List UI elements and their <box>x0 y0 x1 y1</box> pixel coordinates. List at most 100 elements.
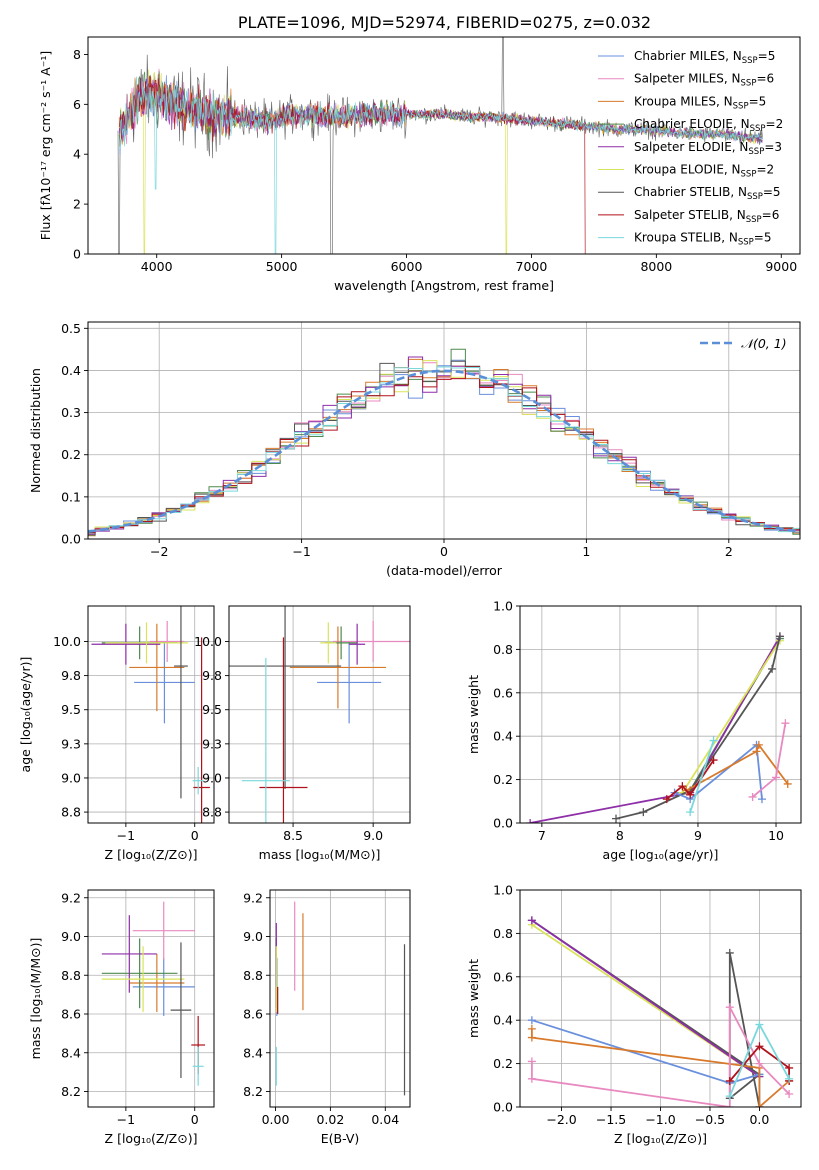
y-tick-label: 0.4 <box>493 729 513 744</box>
mass-weight-marker <box>725 948 734 957</box>
legend-label-normal: 𝒩(0, 1) <box>741 336 787 351</box>
mass-weight-marker <box>527 916 536 925</box>
legend-label: Chabrier STELIB, NSSP=5 <box>634 185 781 202</box>
plot-area-mass-vs-z <box>88 890 214 1107</box>
mass-weight-marker <box>662 795 671 804</box>
y-tick-label: 8.8 <box>243 968 263 983</box>
y-tick-label: 9.8 <box>202 668 222 683</box>
x-tick-label: 0.04 <box>371 1112 399 1127</box>
mass-weight-line <box>729 1044 790 1082</box>
x-tick-label: 8000 <box>640 259 672 274</box>
x-tick-label: 2 <box>725 544 733 559</box>
panel-massweight-vs-age: 7 8 9 10 0.0 0.2 0.4 0.6 0.8 1.0 age [log₁₀(age/yr… <box>466 599 802 862</box>
mass-weight-marker <box>527 1074 536 1083</box>
x-tick-label: −2.0 <box>546 1112 576 1127</box>
legend-count: =5 <box>758 49 776 63</box>
plot-area-residuals <box>88 322 800 539</box>
y-tick-label: 8.6 <box>243 1007 263 1022</box>
mass-weight-marker <box>725 1003 734 1012</box>
y-tick-label: 4 <box>73 147 81 162</box>
legend-count: =6 <box>762 208 780 222</box>
y-axis-label: age [log₁₀(age/yr)] <box>18 657 33 773</box>
legend-count: =5 <box>754 231 772 245</box>
legend-label: Kroupa STELIB, NSSP=5 <box>634 231 772 248</box>
mass-weight-line <box>531 919 760 1078</box>
x-tick-label: −0.5 <box>695 1112 725 1127</box>
panel-mass-vs-z: −1 0 8.2 8.4 8.6 8.8 9.0 9.2 Z [log₁₀(Z/Z⊙)] mass… <box>28 889 215 1146</box>
y-tick-label: 9.2 <box>61 890 81 905</box>
legend-label: Salpeter STELIB, NSSP=6 <box>634 208 779 225</box>
mass-weight-marker <box>757 795 766 804</box>
panel-age-vs-z: −1 0 8.8 9.0 9.3 9.5 9.8 10.0 Z [log₁₀(Z/Z⊙)] age… <box>18 605 215 862</box>
histogram-line <box>88 366 800 533</box>
plot-area-massweight-vs-age <box>520 606 801 823</box>
y-tick-label: 0.6 <box>493 969 513 984</box>
spectrum-line <box>118 76 763 254</box>
y-tick-label: 0.8 <box>493 926 513 941</box>
axes-frame <box>519 605 802 824</box>
legend-subscript: SSP <box>748 147 764 157</box>
x-axis-label: age [log₁₀(age/yr)] <box>603 847 719 862</box>
panel-age-vs-mass: 8.5 9.0 8.8 9.0 9.3 9.5 9.8 10.0 mass [log₁₀(M/M… <box>194 605 411 862</box>
legend-subscript: SSP <box>746 215 762 225</box>
axes-frame <box>87 36 801 255</box>
mass-weight-line <box>681 640 781 794</box>
legend-subscript: SSP <box>738 238 754 248</box>
x-tick-label: 10 <box>768 828 784 843</box>
x-tick-label: 9000 <box>765 259 797 274</box>
y-axis-label: mass [log₁₀(M/M⊙)] <box>28 938 43 1060</box>
x-tick-label: 0.0 <box>749 1112 769 1127</box>
y-tick-label: 8.8 <box>61 968 81 983</box>
mass-weight-marker <box>678 782 687 791</box>
y-tick-label: 8.2 <box>61 1084 81 1099</box>
axes-frame <box>228 605 411 824</box>
axes-frame <box>87 605 215 824</box>
x-tick-label: 9 <box>694 828 702 843</box>
y-tick-label: 1.0 <box>493 883 513 898</box>
y-tick-label: 0.0 <box>61 532 81 547</box>
mass-weight-marker <box>527 1033 536 1042</box>
figure-title: PLATE=1096, MJD=52974, FIBERID=0275, z=0… <box>238 13 651 32</box>
legend-label: Chabrier ELODIE, NSSP=2 <box>634 117 783 134</box>
legend-count: =3 <box>764 140 782 154</box>
normal-curve <box>88 369 800 533</box>
mass-weight-marker <box>612 814 621 823</box>
mass-weight-marker <box>725 1092 734 1101</box>
x-tick-label: 0 <box>440 544 448 559</box>
legend-subscript: SSP <box>741 170 757 180</box>
spectrum-line <box>118 76 586 254</box>
y-tick-label: 8.8 <box>61 805 81 820</box>
y-tick-label: 8.8 <box>202 805 222 820</box>
x-tick-label: 7 <box>538 828 546 843</box>
x-tick-label: −1.5 <box>596 1112 626 1127</box>
legend-count: =2 <box>766 117 784 131</box>
mass-weight-marker <box>709 736 718 745</box>
x-axis-label: Z [log₁₀(Z/Z⊙)] <box>614 1131 707 1146</box>
legend-label: Kroupa ELODIE, NSSP=2 <box>634 163 774 180</box>
x-tick-label: −1 <box>292 544 310 559</box>
y-tick-label: 0.4 <box>61 363 81 378</box>
mass-weight-marker <box>725 1076 734 1085</box>
mass-weight-line <box>674 743 763 801</box>
mass-weight-line <box>689 740 715 813</box>
y-tick-label: 0.8 <box>493 642 513 657</box>
y-tick-label: 9.8 <box>61 668 81 683</box>
legend-label: Chabrier MILES, NSSP=5 <box>634 49 775 66</box>
y-tick-label: 0.2 <box>493 1056 513 1071</box>
x-tick-label: 0 <box>191 1112 199 1127</box>
y-tick-label: 8 <box>73 47 81 62</box>
mass-weight-marker <box>527 1016 536 1025</box>
x-axis-label: (data-model)/error <box>386 563 503 578</box>
mass-weight-marker <box>527 1057 536 1066</box>
plot-area-spectrum <box>117 37 763 254</box>
x-tick-label: −1 <box>117 1112 135 1127</box>
legend-label: Salpeter MILES, NSSP=6 <box>634 72 774 89</box>
y-tick-label: 0.6 <box>493 685 513 700</box>
legend-subscript: SSP <box>750 124 766 134</box>
y-tick-label: 0.1 <box>61 489 81 504</box>
x-tick-label: 1 <box>582 544 590 559</box>
x-tick-label: 0 <box>191 828 199 843</box>
x-axis-label: Z [log₁₀(Z/Z⊙)] <box>105 847 198 862</box>
x-axis-label: E(B-V) <box>321 1131 360 1146</box>
x-tick-label: 8 <box>616 828 624 843</box>
